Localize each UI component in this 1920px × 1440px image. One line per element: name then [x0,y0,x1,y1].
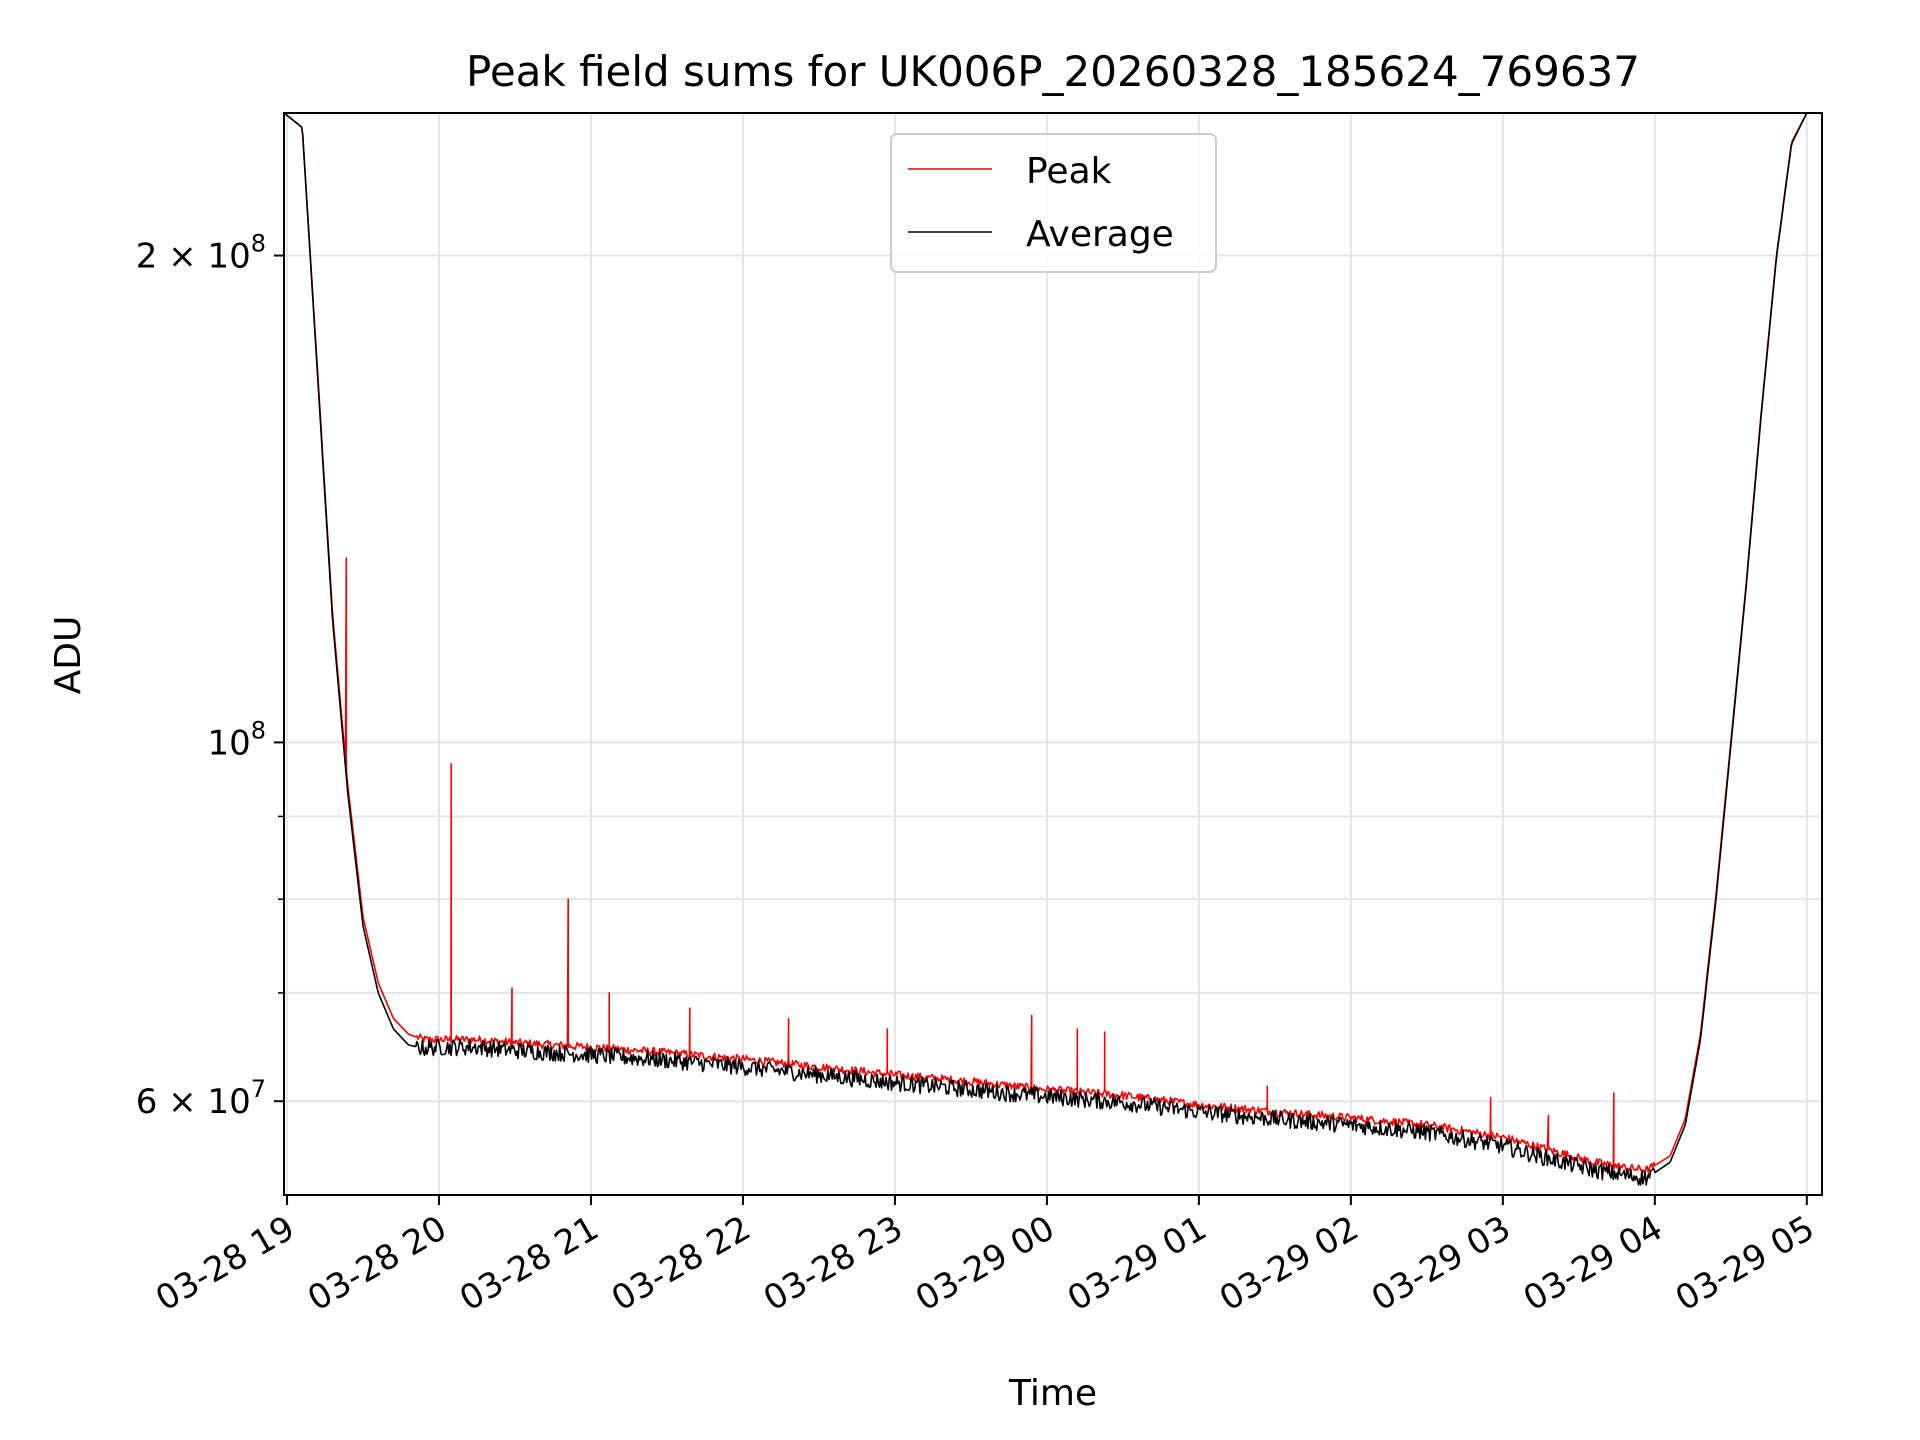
y-tick-label: 2 × 108 [136,230,266,277]
series-line-average [284,113,1822,1186]
legend-peak-label: Peak [1026,151,1112,192]
legend-average-label: Average [1026,214,1174,255]
series-line-peak [284,113,1822,1174]
series-layer [284,113,1822,1186]
legend: Peak Average [890,133,1217,273]
y-tick-label: 108 [207,716,266,763]
plot-frame [283,112,1823,1196]
x-axis-label: Time [1008,1373,1097,1414]
y-tick-label: 6 × 107 [136,1075,266,1122]
chart-title: Peak field sums for UK006P_20260328_1856… [466,47,1640,96]
y-axis-label: ADU [48,616,89,695]
